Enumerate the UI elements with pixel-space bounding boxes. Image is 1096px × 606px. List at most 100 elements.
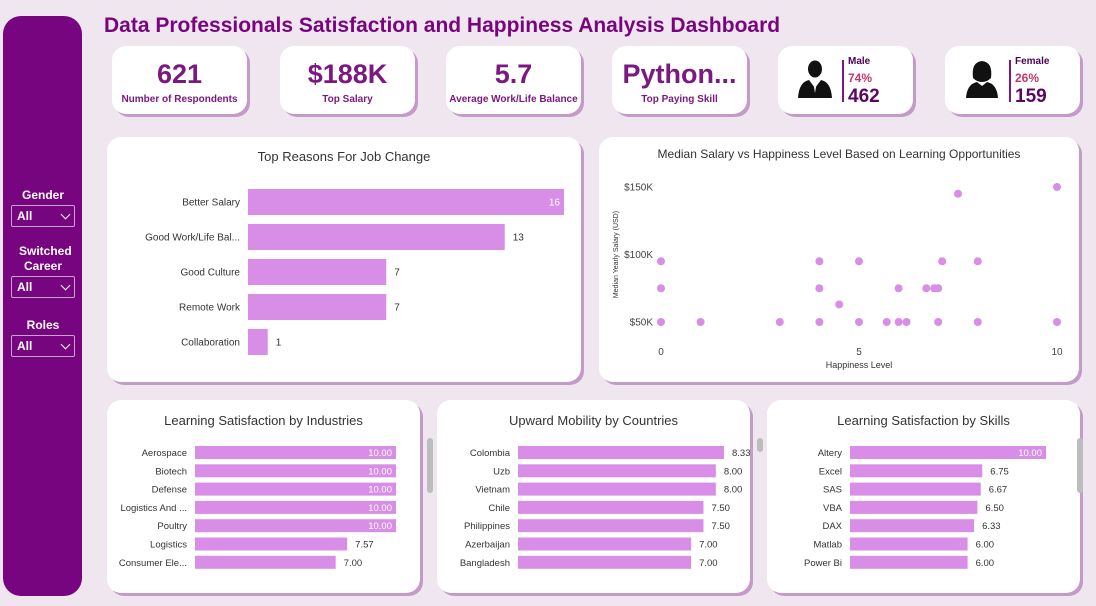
category-label: Power Bi xyxy=(804,558,842,569)
female-label: Female xyxy=(1015,56,1050,67)
scrollbar[interactable] xyxy=(1077,438,1083,493)
data-label: 6.33 xyxy=(982,521,1001,532)
category-label: Defense xyxy=(152,485,187,496)
kpi-value: $188K xyxy=(307,59,388,89)
scatter-point xyxy=(815,318,824,326)
kpi-card-female[interactable]: Female 26% 159 xyxy=(945,46,1080,114)
bar xyxy=(850,464,983,478)
data-label: 1 xyxy=(276,338,282,349)
bar xyxy=(195,500,396,514)
chart-title: Top Reasons For Job Change xyxy=(257,149,431,164)
bar xyxy=(195,464,396,478)
category-label: Philippines xyxy=(464,521,510,532)
data-label: 6.75 xyxy=(990,466,1009,477)
scrollbar[interactable] xyxy=(757,438,763,452)
x-tick-label: 5 xyxy=(856,347,862,358)
kpi-card-top-skill[interactable]: Python... Top Paying Skill xyxy=(612,46,747,114)
scatter-point xyxy=(815,284,824,293)
scrollbar[interactable] xyxy=(427,438,433,493)
kpi-card-male[interactable]: Male 74% 462 xyxy=(778,46,913,114)
kpi-value: 5.7 xyxy=(494,59,533,89)
gender-dropdown[interactable]: All xyxy=(11,205,75,227)
countries-chart-card[interactable]: Upward Mobility by Countries Colombia 8.3… xyxy=(437,400,763,593)
job-change-chart-card[interactable]: Top Reasons For Job Change Better Salary… xyxy=(107,137,581,382)
scatter-point xyxy=(1053,318,1061,326)
bar xyxy=(195,482,396,496)
category-label: Matlab xyxy=(813,540,842,551)
scatter-point xyxy=(922,284,931,293)
switched-career-slicer: Switched Career All xyxy=(11,244,75,298)
kpi-card-work-life[interactable]: 5.7 Average Work/Life Balance xyxy=(446,46,581,114)
data-label: 10.00 xyxy=(368,503,392,514)
data-label: 10.00 xyxy=(368,448,392,459)
switched-career-dropdown[interactable]: All xyxy=(11,276,75,298)
industries-chart-card[interactable]: Learning Satisfaction by Industries Aero… xyxy=(107,400,433,593)
skills-bar-chart: Altery 10.00 Excel 6.75 SAS 6.67 VBA 6.50 DAX 6.3… xyxy=(804,446,1046,569)
category-label: Good Work/Life Bal... xyxy=(145,233,240,244)
scatter-point xyxy=(657,318,665,326)
category-label: DAX xyxy=(822,521,842,532)
kpi-value: 621 xyxy=(156,59,203,89)
bar xyxy=(248,329,268,355)
category-label: Logistics And ... xyxy=(120,503,187,514)
category-label: Aerospace xyxy=(142,448,187,459)
category-label: Uzb xyxy=(493,466,510,477)
data-label: 10.00 xyxy=(368,521,392,532)
male-percent: 74% xyxy=(848,71,873,85)
category-label: Poultry xyxy=(157,521,187,532)
kpi-card-top-salary[interactable]: $188K Top Salary xyxy=(280,46,415,114)
bar xyxy=(850,500,978,514)
bar xyxy=(248,189,564,215)
category-label: Altery xyxy=(818,448,843,459)
scatter-point xyxy=(973,257,982,266)
category-label: Excel xyxy=(819,466,842,477)
data-label: 7 xyxy=(394,303,400,314)
bar xyxy=(518,464,716,478)
bar xyxy=(518,500,704,514)
scatter-point xyxy=(934,318,943,326)
chart-title: Learning Satisfaction by Industries xyxy=(164,413,363,428)
category-label: Collaboration xyxy=(181,338,240,349)
data-label: 7.00 xyxy=(344,558,363,569)
chart-title: Median Salary vs Happiness Level Based o… xyxy=(657,147,1021,161)
roles-dropdown[interactable]: All xyxy=(11,335,75,357)
scatter-point xyxy=(894,284,903,293)
bar xyxy=(518,482,716,496)
bar xyxy=(850,537,968,551)
scatter-point xyxy=(855,318,863,326)
data-label: 6.00 xyxy=(976,558,995,569)
category-label: Bangladesh xyxy=(460,558,510,569)
scatter-point xyxy=(938,257,947,266)
male-label: Male xyxy=(848,56,871,67)
scatter-point xyxy=(657,257,665,266)
countries-bar-chart: Colombia 8.33 Uzb 8.00 Vietnam 8.00 Chile 7.50 P… xyxy=(460,446,750,569)
roles-slicer: Roles All xyxy=(11,318,75,357)
chevron-down-icon xyxy=(60,209,71,219)
category-label: Logistics xyxy=(150,540,187,551)
bar xyxy=(195,537,348,551)
kpi-value: Python... xyxy=(622,59,737,89)
data-label: 7.00 xyxy=(699,558,718,569)
bar xyxy=(195,519,396,533)
data-label: 6.67 xyxy=(989,485,1008,496)
female-percent: 26% xyxy=(1015,71,1040,85)
divider xyxy=(1009,60,1011,102)
filter-sidebar: Gender All Switched Career All Roles All xyxy=(3,16,82,596)
data-label: 8.00 xyxy=(724,485,743,496)
data-label: 10.00 xyxy=(1018,448,1042,459)
salary-happiness-chart-card[interactable]: Median Salary vs Happiness Level Based o… xyxy=(599,137,1079,382)
scatter-point xyxy=(894,318,903,326)
kpi-card-respondents[interactable]: 621 Number of Respondents xyxy=(112,46,247,114)
industries-bar-chart: Aerospace 10.00 Biotech 10.00 Defense 10.00 Lo… xyxy=(119,446,396,569)
kpi-label: Top Salary xyxy=(322,94,373,105)
scatter-point xyxy=(855,257,863,266)
scatter-point xyxy=(696,318,705,326)
data-label: 6.00 xyxy=(976,540,995,551)
chart-title: Learning Satisfaction by Skills xyxy=(837,413,1010,428)
category-label: Azerbaijan xyxy=(465,540,510,551)
dashboard-title: Data Professionals Satisfaction and Happ… xyxy=(104,14,781,37)
skills-chart-card[interactable]: Learning Satisfaction by Skills Altery 10… xyxy=(767,400,1083,593)
scatter-point xyxy=(954,189,962,198)
bar xyxy=(195,555,336,569)
scatter-point xyxy=(902,318,911,326)
